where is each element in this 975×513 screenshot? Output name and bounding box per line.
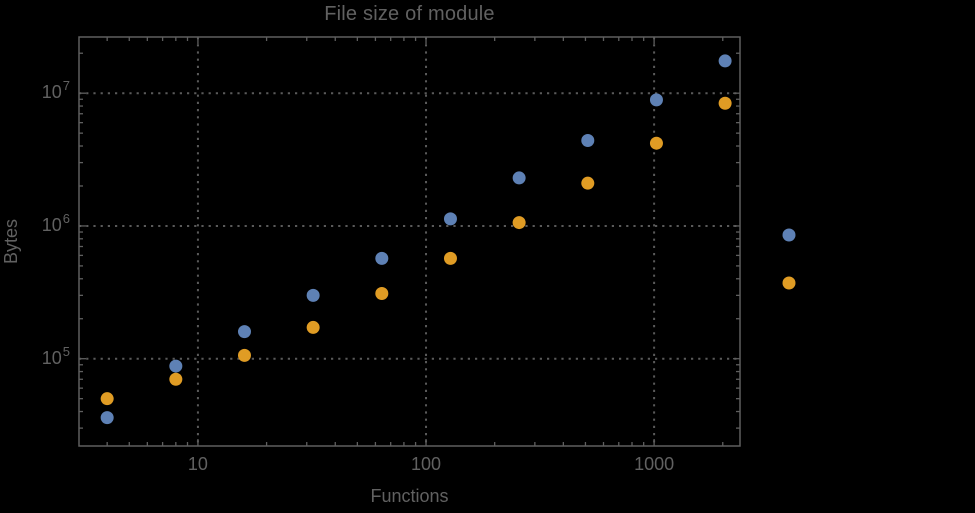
data-point-series-1 (306, 288, 320, 302)
x-axis-label: Functions (370, 486, 449, 506)
data-point-series-1 (718, 54, 732, 68)
data-point-series-2 (443, 251, 457, 265)
data-point-series-1 (169, 359, 183, 373)
x-tick-label: 10 (187, 454, 208, 474)
x-tick-label: 1000 (634, 454, 675, 474)
data-point-series-2 (306, 320, 320, 334)
data-point-series-1 (237, 325, 251, 339)
data-point-series-1 (375, 251, 389, 265)
x-tick-label: 100 (410, 454, 442, 474)
data-point-series-2 (169, 372, 183, 386)
y-tick-label: 105 (10, 345, 70, 371)
data-point-series-1 (649, 93, 663, 107)
data-point-series-1 (100, 411, 114, 425)
y-tick-label: 107 (10, 79, 70, 105)
data-point-series-2 (718, 96, 732, 110)
data-point-series-2 (100, 392, 114, 406)
y-tick-base: 10 (41, 82, 62, 103)
y-tick-exponent: 5 (62, 343, 70, 359)
data-point-series-2 (581, 176, 595, 190)
y-tick-label: 106 (10, 212, 70, 238)
y-tick-exponent: 6 (62, 210, 70, 226)
plot-frame (78, 36, 741, 447)
data-point-series-1 (443, 212, 457, 226)
data-point-series-2 (649, 136, 663, 150)
data-point-series-1 (512, 171, 526, 185)
data-point-series-2 (237, 348, 251, 362)
y-tick-base: 10 (41, 214, 62, 235)
data-point-series-2 (512, 216, 526, 230)
data-point-series-1 (581, 134, 595, 148)
legend-marker-series-2 (782, 276, 796, 290)
y-tick-exponent: 7 (62, 78, 70, 94)
legend-marker-series-1 (782, 228, 796, 242)
data-point-series-2 (375, 286, 389, 300)
y-tick-base: 10 (41, 347, 62, 368)
plot-title: File size of module (324, 3, 495, 25)
